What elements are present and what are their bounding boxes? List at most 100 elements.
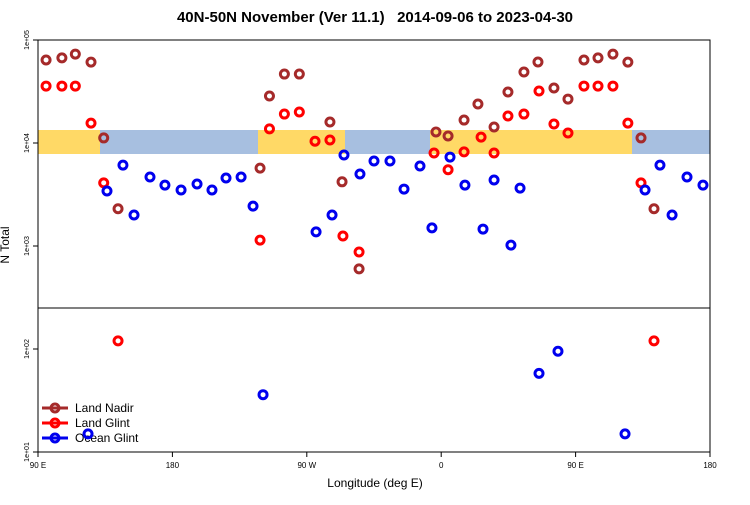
data-point <box>552 345 564 357</box>
data-point <box>247 200 259 212</box>
data-point <box>40 80 52 92</box>
data-point <box>336 176 348 188</box>
data-point <box>324 116 336 128</box>
data-point <box>354 168 366 180</box>
data-point <box>635 132 647 144</box>
data-point <box>112 335 124 347</box>
data-point <box>278 68 290 80</box>
data-point <box>324 134 336 146</box>
chart-title: 40N-50N November (Ver 11.1) 2014-09-06 t… <box>177 9 573 26</box>
data-point <box>502 110 514 122</box>
data-point <box>578 80 590 92</box>
data-point <box>578 54 590 66</box>
data-point <box>254 162 266 174</box>
data-point <box>191 178 203 190</box>
y-tick-label: 1e+05 <box>24 30 31 50</box>
data-point <box>337 230 349 242</box>
data-point <box>338 149 350 161</box>
data-point <box>414 160 426 172</box>
data-point <box>128 209 140 221</box>
data-point <box>353 246 365 258</box>
data-point <box>622 56 634 68</box>
data-point <box>488 174 500 186</box>
data-point <box>532 56 544 68</box>
data-point <box>56 80 68 92</box>
data-point <box>442 164 454 176</box>
data-point <box>384 155 396 167</box>
data-point <box>309 135 321 147</box>
data-point <box>533 367 545 379</box>
data-point <box>472 98 484 110</box>
x-tick-label: 90 W <box>297 461 316 470</box>
ocean-band <box>345 130 430 154</box>
data-point <box>548 82 560 94</box>
bottom-panel-frame <box>37 307 711 453</box>
data-point <box>353 263 365 275</box>
data-point <box>518 66 530 78</box>
data-point <box>475 131 487 143</box>
data-point <box>697 179 709 191</box>
data-point <box>442 130 454 142</box>
data-point <box>514 182 526 194</box>
data-point <box>488 121 500 133</box>
data-point <box>681 171 693 183</box>
data-point <box>502 86 514 98</box>
y-tick-label: 1e+01 <box>24 442 31 462</box>
data-point <box>101 185 113 197</box>
legend-label: Land Glint <box>75 416 130 430</box>
map-strip <box>38 130 710 154</box>
x-axis-label: Longitude (deg E) <box>327 476 422 490</box>
data-point <box>69 80 81 92</box>
ocean-band <box>100 130 258 154</box>
data-point <box>666 209 678 221</box>
data-point <box>175 184 187 196</box>
data-point <box>56 52 68 64</box>
x-tick-label: 90 E <box>567 461 583 470</box>
data-point <box>206 184 218 196</box>
data-point <box>40 54 52 66</box>
data-point <box>477 223 489 235</box>
x-tick-label: 180 <box>703 461 717 470</box>
data-point <box>398 183 410 195</box>
data-point <box>607 48 619 60</box>
data-point <box>85 117 97 129</box>
data-point <box>488 147 500 159</box>
x-tick-label: 90 E <box>30 461 46 470</box>
x-tick-label: 180 <box>166 461 180 470</box>
data-point <box>428 147 440 159</box>
data-point <box>592 52 604 64</box>
data-point <box>257 389 269 401</box>
data-point <box>619 428 631 440</box>
legend-label: Land Nadir <box>75 401 134 415</box>
data-point <box>562 127 574 139</box>
data-point <box>254 234 266 246</box>
data-point <box>505 239 517 251</box>
data-point <box>622 117 634 129</box>
data-point <box>426 222 438 234</box>
data-point <box>562 93 574 105</box>
data-point <box>459 179 471 191</box>
x-tick-label: 0 <box>439 461 444 470</box>
data-point <box>69 48 81 60</box>
y-tick-label: 1e+03 <box>24 236 31 256</box>
data-point <box>326 209 338 221</box>
data-point <box>112 203 124 215</box>
y-axis-label: N Total <box>0 226 12 263</box>
data-point <box>293 68 305 80</box>
y-tick-label: 1e+04 <box>24 133 31 153</box>
data-point <box>458 146 470 158</box>
data-point <box>82 428 94 440</box>
data-point <box>159 179 171 191</box>
data-point <box>592 80 604 92</box>
legend-marker <box>49 402 61 414</box>
data-point <box>430 126 442 138</box>
data-point <box>310 226 322 238</box>
legend-marker <box>49 417 61 429</box>
data-point <box>144 171 156 183</box>
data-point <box>98 132 110 144</box>
data-point <box>278 108 290 120</box>
data-point <box>648 203 660 215</box>
